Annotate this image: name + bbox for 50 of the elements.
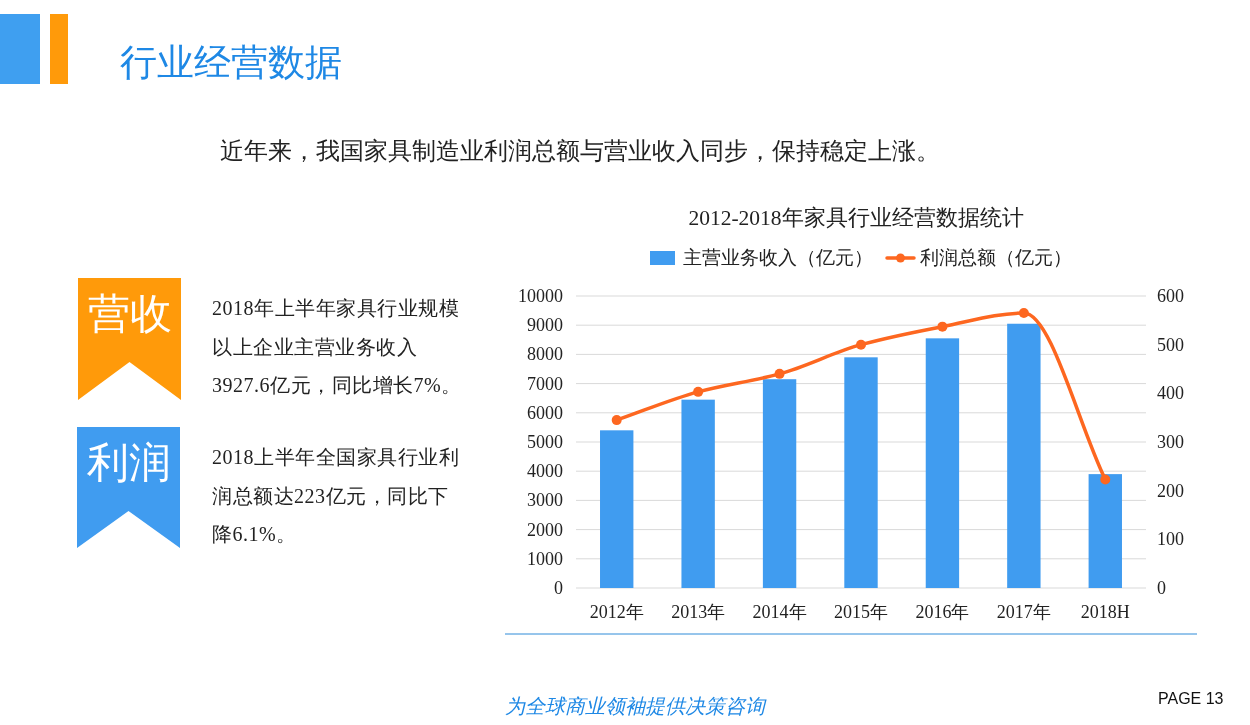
y2-tick-label: 600 [1157,286,1184,306]
y-tick-label: 8000 [527,344,563,365]
bar [762,379,797,588]
y2-tick-label: 400 [1157,383,1184,404]
text: 利润 [87,438,171,486]
text: 营收 [88,289,172,337]
legend-label: 利润总额（亿元） [920,247,1072,268]
x-tick-label: 2017年 [996,602,1051,622]
point [937,321,948,332]
y-tick-label: 10000 [518,286,563,306]
y-tick-label: 3000 [527,490,563,511]
point [611,415,622,426]
y2-tick-label: 0 [1157,578,1166,598]
y2-tick-label: 500 [1157,334,1184,355]
bar [600,430,634,588]
point [774,368,785,379]
x-tick-label: 2013年 [671,602,726,622]
y-tick-label: 1000 [527,548,563,569]
text: 行业经营数据 [120,41,342,83]
point [1018,308,1029,319]
y-tick-label: 9000 [527,315,563,336]
point [693,386,704,397]
bar [925,338,960,588]
y2-tick-label: 100 [1157,529,1184,550]
y2-tick-label: 200 [1157,480,1184,501]
text: 近年来，我国家具制造业利润总额与营业收入同步，保持稳定上涨。 [220,136,940,164]
point [856,339,866,350]
bar [1007,323,1041,588]
text: 2018年上半年家具行业规模以上企业主营业务收入3927.6亿元，同比增长7%。 [212,296,463,398]
text: 为全球商业领袖提供决策咨询 [505,695,767,717]
chart-title: 2012-2018年家具行业经营数据统计 [688,206,1024,230]
y-tick-label: 2000 [527,519,563,540]
bar [1088,474,1122,588]
point [1100,474,1111,485]
y-tick-label: 7000 [527,373,563,394]
legend-label: 主营业务收入（亿元） [683,247,873,268]
y-tick-label: 6000 [527,402,563,423]
x-tick-label: 2016年 [915,602,970,622]
y-tick-label: 0 [554,578,563,598]
y-tick-label: 4000 [527,461,563,482]
x-tick-label: 2014年 [752,602,807,622]
text: PAGE 13 [1158,689,1224,707]
y-tick-label: 5000 [527,432,563,452]
y2-tick-label: 300 [1157,432,1184,452]
x-tick-label: 2018H [1080,602,1130,622]
x-tick-label: 2015年 [834,602,888,622]
x-tick-label: 2012年 [589,602,644,622]
bar [844,357,878,588]
text: 2018上半年全国家具行业利润总额达223亿元，同比下降6.1%。 [212,445,460,547]
bar [681,399,715,588]
